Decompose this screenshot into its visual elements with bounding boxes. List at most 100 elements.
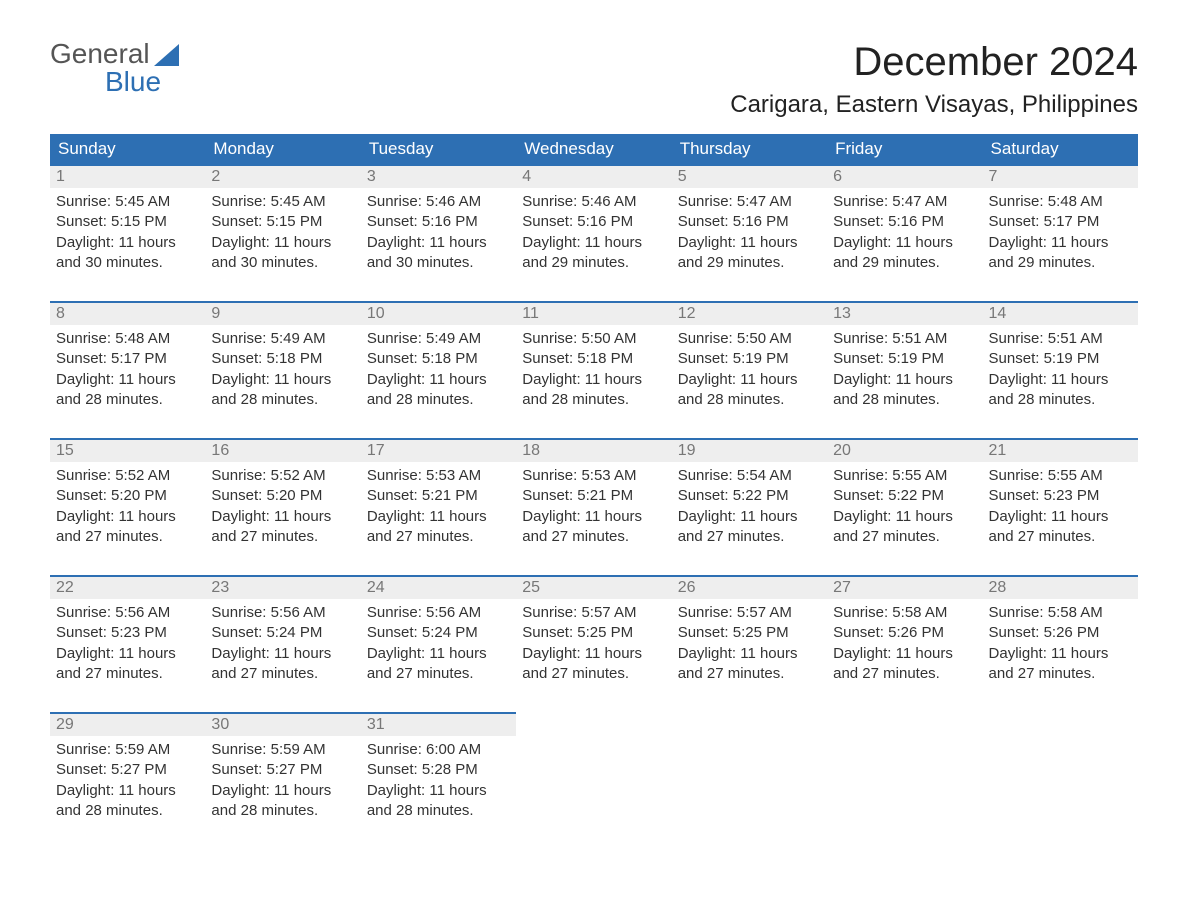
day-number-cell: 17 [361, 439, 516, 462]
sunset-text: Sunset: 5:20 PM [56, 486, 199, 506]
day-number-cell: 26 [672, 576, 827, 599]
day1-text: Daylight: 11 hours [833, 370, 976, 390]
daynum-row: 22232425262728 [50, 576, 1138, 599]
sunset-text: Sunset: 5:18 PM [522, 349, 665, 369]
sunset-text: Sunset: 5:18 PM [211, 349, 354, 369]
day2-text: and 27 minutes. [211, 664, 354, 684]
day1-text: Daylight: 11 hours [522, 644, 665, 664]
day2-text: and 27 minutes. [367, 527, 510, 547]
sunset-text: Sunset: 5:23 PM [56, 623, 199, 643]
sunset-text: Sunset: 5:16 PM [522, 212, 665, 232]
title-block: December 2024 Carigara, Eastern Visayas,… [730, 40, 1138, 129]
day1-text: Daylight: 11 hours [522, 507, 665, 527]
sunrise-text: Sunrise: 5:56 AM [367, 603, 510, 623]
day-number-cell: 18 [516, 439, 671, 462]
day-content-cell: Sunrise: 5:49 AMSunset: 5:18 PMDaylight:… [361, 325, 516, 424]
day1-text: Daylight: 11 hours [678, 233, 821, 253]
spacer-cell [516, 424, 671, 439]
day-content-row: Sunrise: 5:52 AMSunset: 5:20 PM Daylight:… [50, 462, 1138, 561]
sunrise-text: Sunrise: 5:49 AM [367, 329, 510, 349]
spacer-cell [50, 561, 205, 576]
day2-text: and 27 minutes. [678, 664, 821, 684]
day1-text: Daylight: 11 hours [833, 507, 976, 527]
sunset-text: Sunset: 5:19 PM [833, 349, 976, 369]
sunset-text: Sunset: 5:19 PM [678, 349, 821, 369]
sunrise-text: Sunrise: 5:48 AM [56, 329, 199, 349]
daynum-row: 293031 [50, 713, 1138, 736]
spacer-cell [983, 287, 1138, 302]
spacer-cell [361, 561, 516, 576]
sunrise-text: Sunrise: 5:48 AM [989, 192, 1132, 212]
day1-text: Daylight: 11 hours [211, 370, 354, 390]
day-content-cell: Sunrise: 5:46 AMSunset: 5:16 PMDaylight:… [516, 188, 671, 287]
day-number-cell: 28 [983, 576, 1138, 599]
sunset-text: Sunset: 5:17 PM [989, 212, 1132, 232]
sunrise-text: Sunrise: 5:46 AM [367, 192, 510, 212]
spacer-cell [672, 424, 827, 439]
day-number-cell: 25 [516, 576, 671, 599]
spacer-cell [50, 698, 205, 713]
day-content-cell: Sunrise: 5:59 AMSunset: 5:27 PMDaylight:… [50, 736, 205, 835]
sunrise-text: Sunrise: 5:56 AM [56, 603, 199, 623]
day2-text: and 30 minutes. [367, 253, 510, 273]
sunset-text: Sunset: 5:16 PM [833, 212, 976, 232]
sunset-text: Sunset: 5:23 PM [989, 486, 1132, 506]
day-number-cell: 10 [361, 302, 516, 325]
logo: General Blue [50, 40, 179, 96]
day-number-cell [516, 713, 671, 736]
sunset-text: Sunset: 5:19 PM [989, 349, 1132, 369]
day2-text: and 28 minutes. [211, 390, 354, 410]
sunset-text: Sunset: 5:15 PM [211, 212, 354, 232]
day1-text: Daylight: 11 hours [56, 370, 199, 390]
logo-top-line: General [50, 40, 179, 68]
calendar-table: Sunday Monday Tuesday Wednesday Thursday… [50, 134, 1138, 835]
day1-text: Daylight: 11 hours [833, 644, 976, 664]
spacer-cell [361, 424, 516, 439]
day1-text: Daylight: 11 hours [989, 370, 1132, 390]
day-content-cell: Sunrise: 5:51 AMSunset: 5:19 PMDaylight:… [983, 325, 1138, 424]
week-separator [50, 561, 1138, 576]
day-number-cell: 8 [50, 302, 205, 325]
day2-text: and 27 minutes. [56, 664, 199, 684]
day-content-cell [983, 736, 1138, 835]
sunrise-text: Sunrise: 5:53 AM [522, 466, 665, 486]
daynum-row: 1234567 [50, 165, 1138, 188]
day2-text: and 27 minutes. [833, 527, 976, 547]
day-number-cell: 30 [205, 713, 360, 736]
sunset-text: Sunset: 5:26 PM [833, 623, 976, 643]
day2-text: and 27 minutes. [989, 527, 1132, 547]
week-separator [50, 287, 1138, 302]
dow-sunday: Sunday [50, 134, 205, 165]
sunset-text: Sunset: 5:25 PM [522, 623, 665, 643]
day-number-cell: 14 [983, 302, 1138, 325]
day1-text: Daylight: 11 hours [367, 781, 510, 801]
day-content-cell: Sunrise: 6:00 AMSunset: 5:28 PMDaylight:… [361, 736, 516, 835]
day-number-cell: 21 [983, 439, 1138, 462]
sunrise-text: Sunrise: 5:55 AM [989, 466, 1132, 486]
day-content-cell: Sunrise: 5:58 AMSunset: 5:26 PMDaylight:… [983, 599, 1138, 698]
day-content-cell: Sunrise: 5:52 AMSunset: 5:20 PMDaylight:… [205, 462, 360, 561]
spacer-cell [672, 287, 827, 302]
sunrise-text: Sunrise: 5:50 AM [522, 329, 665, 349]
spacer-cell [827, 561, 982, 576]
sunset-text: Sunset: 5:25 PM [678, 623, 821, 643]
day-number-cell: 23 [205, 576, 360, 599]
day1-text: Daylight: 11 hours [211, 507, 354, 527]
dow-wednesday: Wednesday [516, 134, 671, 165]
sunrise-text: Sunrise: 5:52 AM [56, 466, 199, 486]
sunrise-text: Sunrise: 5:46 AM [522, 192, 665, 212]
day2-text: and 30 minutes. [56, 253, 199, 273]
day2-text: and 28 minutes. [56, 801, 199, 821]
day1-text: Daylight: 11 hours [522, 370, 665, 390]
day2-text: and 28 minutes. [678, 390, 821, 410]
dayofweek-row: Sunday Monday Tuesday Wednesday Thursday… [50, 134, 1138, 165]
day2-text: and 27 minutes. [522, 527, 665, 547]
daynum-row: 15161718192021 [50, 439, 1138, 462]
sunset-text: Sunset: 5:16 PM [367, 212, 510, 232]
day-content-row: Sunrise: 5:45 AMSunset: 5:15 PMDaylight:… [50, 188, 1138, 287]
day1-text: Daylight: 11 hours [211, 233, 354, 253]
day-content-cell: Sunrise: 5:56 AMSunset: 5:24 PMDaylight:… [361, 599, 516, 698]
day-content-cell: Sunrise: 5:53 AMSunset: 5:21 PMDaylight:… [361, 462, 516, 561]
day1-text: Daylight: 11 hours [56, 644, 199, 664]
day-number-cell: 3 [361, 165, 516, 188]
